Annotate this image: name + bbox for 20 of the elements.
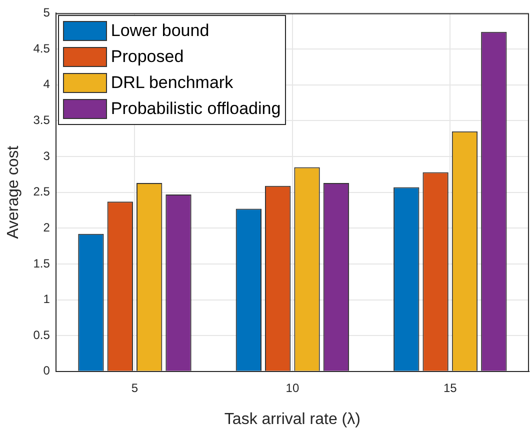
- y-tick-label: 0.5: [33, 328, 50, 342]
- y-tick-label: 3: [43, 148, 50, 163]
- x-axis-title: Task arrival rate (λ): [224, 410, 360, 428]
- x-tick-label: 5: [131, 380, 138, 395]
- y-tick-label: 4: [43, 77, 50, 92]
- y-tick-label: 2: [43, 220, 50, 234]
- y-tick-label: 4.5: [33, 41, 50, 56]
- x-tick-label: 15: [443, 380, 458, 395]
- legend-label: Lower bound: [110, 21, 210, 42]
- y-axis-title: Average cost: [5, 145, 22, 239]
- y-tick-label: 1: [43, 292, 50, 306]
- y-tick-label: 1.5: [33, 256, 50, 270]
- y-tick-label: 5: [43, 6, 50, 20]
- x-tick-label: 10: [286, 380, 300, 395]
- y-tick-label: 0: [43, 364, 50, 378]
- y-tick-label: 2.5: [33, 184, 50, 199]
- legend-label: DRL benchmark: [110, 73, 234, 94]
- y-tick-label: 3.5: [33, 112, 50, 127]
- legend-label: Proposed: [110, 47, 184, 68]
- legend-label: Probabilistic offloading: [110, 99, 281, 120]
